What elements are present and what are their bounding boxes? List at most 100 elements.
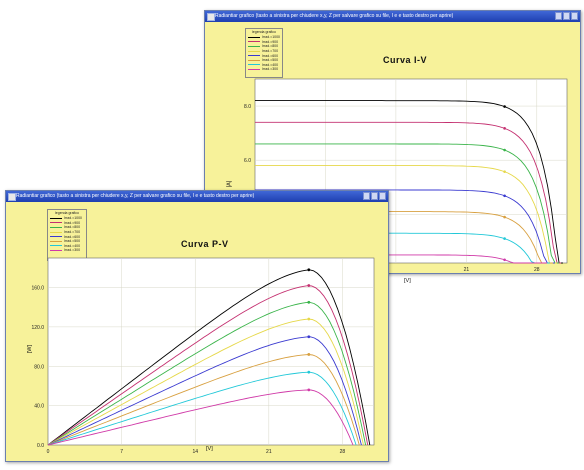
pv-window-title: Radiantiar grafico (tasto a sinistra per… — [16, 193, 255, 199]
legend-swatch — [248, 36, 260, 38]
legend-entry: Irrad.=400 — [248, 63, 280, 68]
mpp-point — [307, 388, 311, 392]
y-tick-label: 0.0 — [37, 443, 44, 449]
legend-entry: Irrad.=1000 — [248, 35, 280, 40]
legend-swatch — [50, 249, 62, 251]
y-tick-label: 80.0 — [34, 364, 44, 370]
legend-swatch — [248, 64, 260, 66]
legend-entry: Irrad.=800 — [50, 225, 84, 230]
legend-label: Irrad.=700 — [64, 230, 81, 235]
legend-label: Irrad.=400 — [64, 243, 81, 248]
legend-label: Irrad.=400 — [262, 62, 279, 67]
legend-swatch — [50, 236, 62, 238]
pv-series-line — [47, 285, 369, 446]
legend-label: Irrad.=800 — [262, 44, 279, 49]
minimize-button[interactable] — [363, 192, 370, 200]
pv-series-line — [47, 301, 367, 446]
legend-swatch — [50, 222, 62, 224]
legend-swatch — [248, 59, 260, 61]
legend-entry: Irrad.=700 — [248, 49, 280, 54]
mpp-point — [307, 268, 311, 272]
iv-series-line — [255, 143, 559, 264]
legend-entry: Irrad.=600 — [248, 53, 280, 58]
y-tick-label: 40.0 — [34, 404, 44, 410]
y-tick-label: 6.0 — [244, 158, 251, 164]
legend-swatch — [50, 240, 62, 242]
legend-swatch — [50, 226, 62, 228]
legend-title: legenda grafico — [252, 30, 276, 34]
pv-series-line — [47, 389, 354, 446]
legend-label: Irrad.=1000 — [64, 216, 82, 221]
close-button[interactable] — [379, 192, 386, 200]
legend-swatch — [50, 217, 62, 219]
iv-window-titlebar[interactable]: Radiantiar grafico (tasto a sinistra per… — [205, 11, 580, 22]
iv-legend: legenda grafico Irrad.=1000 Irrad.=900 Irr… — [245, 28, 283, 78]
x-tick-label: 21 — [266, 449, 272, 455]
legend-swatch — [248, 41, 260, 43]
legend-label: Irrad.=900 — [262, 39, 279, 44]
x-tick-label: 28 — [534, 267, 540, 273]
legend-rows: Irrad.=1000 Irrad.=900 Irrad.=800 Irrad.=70… — [50, 216, 84, 253]
mpp-point — [503, 194, 506, 198]
legend-entry: Irrad.=300 — [248, 67, 280, 72]
mpp-point — [307, 335, 311, 339]
iv-series-line — [255, 165, 557, 264]
legend-label: Irrad.=1000 — [262, 35, 280, 40]
legend-swatch — [248, 68, 260, 70]
iv-series-line — [255, 121, 561, 264]
app-icon — [8, 193, 16, 201]
pv-chart-title: Curva P-V — [181, 239, 229, 249]
legend-entry: Irrad.=1000 — [50, 216, 84, 221]
maximize-button[interactable] — [563, 12, 570, 20]
close-button[interactable] — [571, 12, 578, 20]
legend-title: legenda grafico — [55, 211, 79, 215]
legend-entry: Irrad.=300 — [50, 248, 84, 253]
mpp-point — [503, 170, 506, 173]
legend-label: Irrad.=600 — [64, 234, 81, 239]
iv-series-line — [255, 100, 563, 264]
legend-entry: Irrad.=700 — [50, 230, 84, 235]
x-tick-label: 28 — [340, 449, 346, 455]
pv-xlabel: [V] — [206, 446, 213, 452]
x-tick-label: 21 — [464, 267, 470, 273]
legend-entry: Irrad.=600 — [50, 234, 84, 239]
pv-plot-area — [47, 257, 375, 446]
legend-entry: Irrad.=900 — [248, 40, 280, 45]
iv-ylabel: [A] — [226, 180, 233, 188]
mpp-point — [503, 148, 506, 152]
minimize-button[interactable] — [555, 12, 562, 20]
pv-series-line — [47, 371, 357, 446]
legend-entry: Irrad.=500 — [248, 58, 280, 63]
mpp-point — [503, 258, 506, 262]
mpp-point — [503, 215, 506, 219]
mpp-point — [307, 284, 311, 287]
pv-series-line — [47, 269, 371, 446]
app-icon — [207, 13, 215, 21]
y-tick-label: 8.0 — [244, 104, 251, 110]
iv-chart-title: Curva I-V — [383, 55, 428, 65]
x-tick-label: 7 — [120, 449, 123, 455]
mpp-point — [503, 237, 506, 240]
pv-chart-window[interactable]: Radiantiar grafico (tasto a sinistra per… — [5, 190, 389, 462]
legend-entry: Irrad.=900 — [50, 221, 84, 226]
mpp-point — [307, 300, 311, 304]
legend-entry: Irrad.=800 — [248, 44, 280, 49]
legend-swatch — [50, 245, 62, 247]
pv-series-line — [47, 354, 360, 446]
legend-label: Irrad.=500 — [262, 58, 279, 63]
y-tick-label: 160.0 — [31, 286, 44, 292]
legend-swatch — [50, 231, 62, 233]
legend-swatch — [248, 55, 260, 57]
x-tick-label: 0 — [47, 449, 50, 455]
legend-rows: Irrad.=1000 Irrad.=900 Irrad.=800 Irrad.=70… — [248, 35, 280, 72]
legend-label: Irrad.=300 — [262, 67, 279, 72]
x-tick-label: 14 — [192, 449, 198, 455]
maximize-button[interactable] — [371, 192, 378, 200]
y-tick-label: 120.0 — [31, 325, 44, 331]
legend-entry: Irrad.=400 — [50, 244, 84, 249]
pv-series-line — [47, 318, 364, 446]
mpp-point — [503, 127, 506, 130]
mpp-point — [503, 105, 506, 108]
pv-ylabel: [W] — [27, 344, 34, 354]
pv-window-titlebar[interactable]: Radiantiar grafico (tasto a sinistra per… — [6, 191, 388, 202]
